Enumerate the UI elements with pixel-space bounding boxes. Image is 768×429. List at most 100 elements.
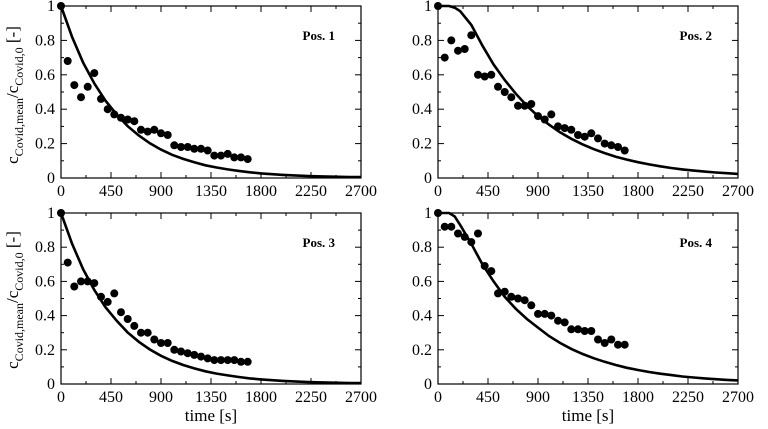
data-point xyxy=(197,144,205,153)
data-point xyxy=(534,309,542,318)
data-point xyxy=(567,125,576,134)
data-point xyxy=(460,45,469,53)
data-point xyxy=(580,327,589,335)
data-point xyxy=(223,149,232,158)
data-point xyxy=(223,356,232,365)
x-tick-label: 2700 xyxy=(722,389,754,406)
data-point xyxy=(123,115,132,124)
x-tick-label: 2700 xyxy=(345,183,377,200)
data-point xyxy=(243,357,252,366)
y-label-sub2: Covid,0 xyxy=(12,252,26,290)
panel-4: 0 450 900 1350 1800 2250 2700 0 0.2 0.4 0.6 0.8 1 Pos… xyxy=(412,205,754,425)
data-point xyxy=(620,146,629,155)
data-point xyxy=(137,125,145,134)
x-tick-label: 450 xyxy=(476,389,500,406)
x-tick-label: 1350 xyxy=(195,183,227,200)
data-point xyxy=(527,100,536,108)
y-label-unit: [-] xyxy=(3,231,22,252)
data-point xyxy=(157,339,165,347)
panel-label: Pos. 2 xyxy=(680,28,713,43)
y-tick-label: 0.8 xyxy=(35,32,55,49)
data-point xyxy=(203,146,212,155)
y-label-sub2: Covid,0 xyxy=(12,47,26,85)
data-point xyxy=(547,110,556,119)
data-point xyxy=(157,129,165,138)
y-tick-label: 0.2 xyxy=(412,342,432,359)
data-point xyxy=(190,144,199,153)
data-point xyxy=(177,347,185,356)
data-point xyxy=(594,335,602,344)
panel-3: 0 450 900 1350 1800 2250 2700 0 0.2 0.4 0.6 0.8 1 Pos… xyxy=(35,205,377,425)
x-tick-label: 0 xyxy=(57,183,65,200)
y-tick-label: 0.6 xyxy=(35,67,55,84)
y-axis-label-top: cCovid,mean/cCovid,0 [-] xyxy=(3,26,26,164)
y-tick-label: 1 xyxy=(47,0,55,15)
data-point xyxy=(143,127,152,136)
x-tick-label: 0 xyxy=(434,183,442,200)
data-point xyxy=(237,357,245,366)
data-point xyxy=(163,131,172,139)
data-point xyxy=(447,36,456,45)
x-tick-label: 1350 xyxy=(572,183,604,200)
data-point xyxy=(170,345,179,354)
data-point xyxy=(500,88,509,96)
data-point xyxy=(440,53,449,62)
y-tick-label: 0.4 xyxy=(35,308,55,325)
data-point xyxy=(514,101,522,110)
data-point xyxy=(197,352,205,361)
model-curve xyxy=(59,5,362,179)
y-tick-label: 1 xyxy=(47,205,55,222)
data-point xyxy=(507,93,516,102)
x-axis-label: time [s] xyxy=(185,406,237,425)
y-tick-label: 0.6 xyxy=(412,67,432,84)
data-point xyxy=(130,321,139,330)
model-curve xyxy=(438,4,739,176)
data-point xyxy=(580,132,589,141)
data-point xyxy=(594,134,602,143)
data-point xyxy=(217,151,225,160)
y-tick-label: 0.2 xyxy=(35,136,55,153)
data-point xyxy=(514,294,522,303)
model-curve xyxy=(59,212,362,385)
x-tick-label: 900 xyxy=(149,389,173,406)
data-point xyxy=(117,308,125,317)
data-point xyxy=(150,125,159,134)
data-point xyxy=(230,356,239,365)
data-point xyxy=(110,289,119,298)
x-tick-label: 2250 xyxy=(295,389,327,406)
data-point xyxy=(83,82,92,91)
y-label-sub1: Covid,mean xyxy=(12,98,26,156)
data-point xyxy=(230,153,239,162)
data-point xyxy=(454,229,462,238)
data-point xyxy=(190,350,199,359)
data-point xyxy=(243,155,252,164)
data-point xyxy=(137,328,145,337)
x-tick-label: 1800 xyxy=(622,389,654,406)
panel-label: Pos. 4 xyxy=(680,235,713,250)
data-point xyxy=(474,70,482,79)
data-point xyxy=(560,318,569,327)
chart-panels: 0 450 900 1350 1800 2250 2700 0 0.2 0.4 0.6 0.8 1 Pos… xyxy=(35,0,754,425)
data-point xyxy=(454,46,462,55)
data-point xyxy=(210,356,219,365)
data-point xyxy=(210,151,219,160)
y-axis-label-bottom: cCovid,mean/cCovid,0 [-] xyxy=(3,231,26,369)
data-point xyxy=(237,153,245,162)
data-point xyxy=(480,72,489,81)
data-point xyxy=(143,328,152,337)
data-point xyxy=(587,327,596,335)
panel-label: Pos. 3 xyxy=(303,235,336,250)
x-tick-label: 1800 xyxy=(622,183,654,200)
x-tick-label: 900 xyxy=(526,183,550,200)
x-tick-label: 2250 xyxy=(672,183,704,200)
data-point xyxy=(494,82,502,91)
x-tick-label: 450 xyxy=(99,389,123,406)
y-label-c: c xyxy=(3,156,22,164)
data-point xyxy=(77,93,85,102)
y-tick-label: 0 xyxy=(424,376,432,393)
y-tick-label: 0 xyxy=(424,170,432,187)
data-point xyxy=(600,339,609,347)
data-point xyxy=(103,297,112,306)
data-point xyxy=(150,335,159,344)
data-point xyxy=(183,143,192,151)
